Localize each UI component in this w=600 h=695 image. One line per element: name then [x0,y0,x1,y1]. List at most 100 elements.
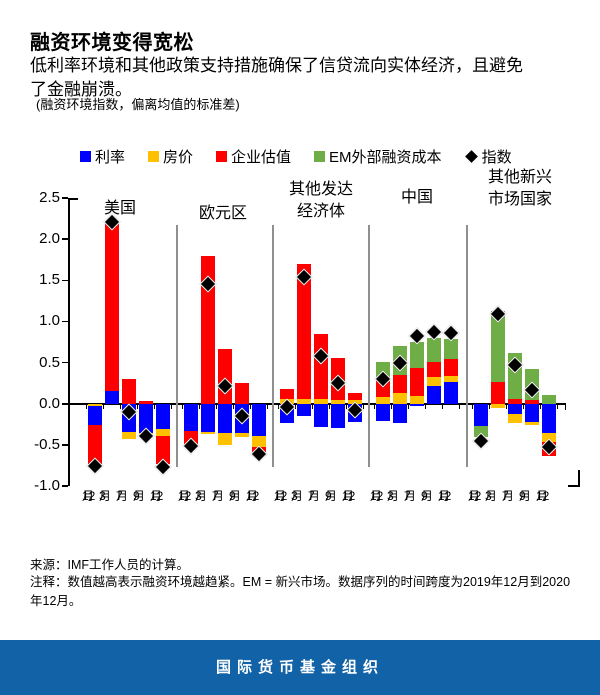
bar-segment [331,399,345,404]
zero-baseline-tick [345,403,347,410]
x-tick-line: 7 [308,489,315,503]
x-tick-line: 月 [246,489,259,503]
zero-baseline-tick [215,403,217,410]
bar-segment [393,374,407,394]
x-tick-line: 月 [99,489,112,503]
bar-segment [542,433,556,442]
x-tick-line: 月 [116,489,129,503]
y-axis-label: 2.5 [39,189,60,206]
x-tick-line: 月 [519,489,532,503]
zero-baseline-tick [505,403,507,410]
x-tick-line: 12 [246,489,260,503]
x-tick-line: 月 [325,489,338,503]
x-tick-line: 月 [212,489,225,503]
footnote: 注释：数值越高表示融资环境越趋紧。EM = 新兴市场。数据序列的时间跨度为201… [30,575,571,608]
x-tick-line: 月 [133,489,146,503]
bar-segment [252,403,266,436]
bar-segment [491,382,505,404]
source-note: 来源：IMF工作人员的计算。 [30,558,190,572]
bar-segment [410,396,424,404]
bar-segment [88,406,102,426]
square-swatch-icon [216,151,228,162]
bar-segment [474,425,488,437]
group-label: 其他发达 [288,181,353,198]
square-swatch-icon [80,151,91,162]
zero-baseline-tick [328,403,330,410]
bar-segment [410,342,424,368]
x-tick-line: 月 [82,489,95,503]
bar-segment [235,383,249,404]
zero-baseline-tick [556,403,558,410]
x-tick-line: 9 [325,489,332,503]
group-label: 欧元区 [198,205,247,222]
bar-segment [156,403,170,430]
bar-segment [542,394,556,404]
chart-legend: 利率 房价 企业估值 EM外部融资成本 指数 [80,146,512,167]
bar-segment [218,433,232,445]
bar-segment [444,338,458,360]
legend-label: EM外部融资成本 [329,149,442,166]
legend-label: 指数 [481,149,512,166]
zero-baseline-tick [441,403,443,410]
bar-segment [542,403,556,434]
bar-segment [122,379,136,404]
zero-baseline-tick [119,403,121,410]
y-axis-label: 1.5 [39,271,60,289]
bar-segment [184,403,198,431]
bar-segment [508,414,522,423]
x-tick-line: 月 [502,489,515,503]
bar-segment [427,377,441,386]
square-swatch-icon [314,151,326,162]
x-tick-line: 月 [229,489,242,503]
bar-segment [235,432,249,438]
right-axis-bottom-cap [568,485,580,487]
bar-segment [156,429,170,436]
zero-baseline-tick [249,403,251,410]
zero-baseline-tick [266,403,268,410]
y-axis-label: 0.5 [39,353,60,371]
imf-banner: 国际货币基金组织 [0,640,600,695]
legend-item: 房价 [148,146,193,167]
unit-note: (融资环境指数，偏离均值的标准差) [36,97,240,112]
x-tick-line: 月 [342,489,355,503]
x-tick-line: 月 [387,489,400,503]
y-axis-tick [62,197,68,199]
x-tick-line: 12 [468,489,482,503]
x-tick-line: 12 [178,489,192,503]
x-tick-line: 7 [502,489,509,503]
y-axis-top-cap [68,198,78,200]
zero-baseline-tick [153,403,155,410]
y-axis-label: 2.0 [39,230,60,248]
bar-segment [444,375,458,383]
zero-baseline-tick [170,403,172,410]
x-tick-line: 9 [519,489,526,503]
bar-segment [88,403,102,407]
bar-segment [139,401,153,404]
bar-segment [297,263,311,399]
x-tick-line: 3 [195,489,202,503]
x-tick-line: 3 [387,489,394,503]
bar-segment [314,333,328,399]
bar-segment [508,398,522,404]
y-axis-label: 0.0 [39,394,60,412]
bar-segment [105,221,119,392]
x-tick-line: 月 [536,489,549,503]
zero-baseline-tick [294,403,296,410]
x-tick-line: 7 [116,489,123,503]
group-separator [368,225,370,467]
x-tick-line: 7 [212,489,219,503]
bar-segment [218,403,232,434]
x-tick-line: 12 [536,489,550,503]
y-axis-tick [62,279,68,282]
zero-baseline-tick [181,403,183,410]
bar-segment [525,421,539,426]
zero-line-end-tick [564,403,566,410]
square-swatch-icon [148,151,160,162]
x-tick-line: 月 [421,489,434,503]
bar-segment [314,403,328,427]
zero-baseline-tick [390,403,392,410]
legend-label: 房价 [163,149,194,166]
bar-segment [444,359,458,376]
zero-baseline-tick [362,403,364,410]
y-axis-label: 1.0 [39,312,60,330]
